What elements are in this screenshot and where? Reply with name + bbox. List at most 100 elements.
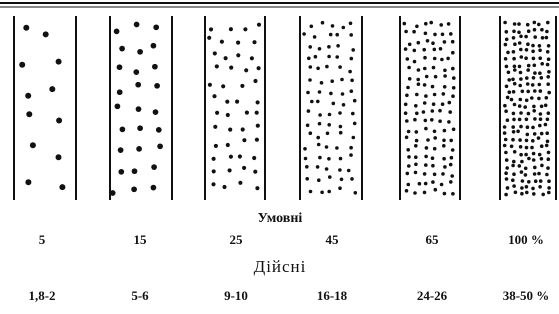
dot [414, 104, 418, 108]
dot [426, 39, 430, 43]
dot [545, 96, 549, 100]
dot [211, 182, 215, 186]
dot [547, 186, 551, 190]
dot [545, 173, 549, 177]
dot [512, 57, 516, 61]
dot [519, 125, 523, 129]
dot [537, 172, 541, 176]
dot [512, 36, 516, 40]
dot [424, 182, 428, 186]
dot [59, 184, 65, 190]
dot [136, 146, 142, 152]
dot [525, 48, 529, 52]
dot [404, 47, 408, 51]
dot [431, 41, 435, 45]
dot [119, 46, 125, 52]
dot [533, 71, 537, 75]
dot [350, 89, 354, 93]
dot [431, 180, 435, 184]
dot [431, 109, 435, 113]
dot [505, 38, 509, 42]
dot [514, 191, 518, 195]
dot [538, 56, 542, 60]
dot [449, 32, 453, 36]
dot [307, 109, 311, 113]
dot [316, 67, 320, 71]
dot [539, 112, 543, 116]
dot [423, 172, 427, 176]
dot [136, 106, 142, 112]
dot [541, 36, 545, 40]
dot [243, 27, 247, 31]
dot [338, 111, 342, 115]
dot [30, 142, 36, 148]
dot [433, 33, 437, 37]
dot [321, 21, 325, 25]
dot [308, 45, 312, 49]
dot [425, 75, 429, 79]
dot [512, 50, 516, 54]
dot [452, 86, 456, 90]
dot [225, 100, 229, 104]
dot [527, 29, 531, 33]
actual-label: 16-18 [317, 288, 348, 303]
dot [546, 166, 550, 170]
dot [407, 183, 411, 187]
dot [537, 97, 541, 101]
dot [448, 110, 452, 114]
dot [133, 69, 139, 75]
dot [540, 62, 544, 66]
dot [450, 174, 454, 178]
conventional-heading: Умовні [258, 211, 303, 226]
dot [309, 190, 313, 194]
dot [253, 170, 257, 174]
dot [331, 24, 335, 28]
dot [510, 145, 514, 149]
dot [110, 190, 116, 196]
dot [531, 83, 535, 87]
dot [236, 53, 240, 57]
dot [317, 143, 321, 147]
dot [505, 85, 509, 89]
dot [526, 42, 530, 46]
dot [547, 44, 551, 48]
dot [325, 167, 329, 171]
dot [503, 104, 507, 108]
dot [525, 146, 529, 150]
dot [544, 104, 548, 108]
dot [339, 131, 343, 135]
dot [517, 22, 521, 26]
dot [533, 35, 537, 39]
dot [154, 83, 160, 89]
dot [349, 22, 353, 26]
dot [350, 177, 354, 181]
dot [546, 21, 550, 25]
dot [115, 103, 121, 109]
dot [451, 148, 455, 152]
dot [433, 130, 437, 134]
dot [404, 103, 408, 107]
dot [537, 23, 541, 27]
dot [440, 58, 444, 62]
dot [539, 117, 543, 121]
dot [527, 112, 531, 116]
dot [415, 139, 419, 143]
dot [56, 59, 62, 65]
dot [336, 44, 340, 48]
dot [451, 51, 455, 55]
dot [533, 132, 537, 136]
dot [449, 163, 453, 167]
dot [228, 128, 232, 132]
dot [405, 94, 409, 98]
dot [255, 138, 259, 142]
dot [442, 92, 446, 96]
dot [524, 167, 528, 171]
dot [545, 144, 549, 148]
dot [433, 136, 437, 140]
dot [526, 68, 530, 72]
dot [208, 83, 212, 87]
dot [506, 51, 510, 55]
dot [327, 157, 331, 161]
dot [546, 140, 550, 144]
dot [513, 42, 517, 46]
